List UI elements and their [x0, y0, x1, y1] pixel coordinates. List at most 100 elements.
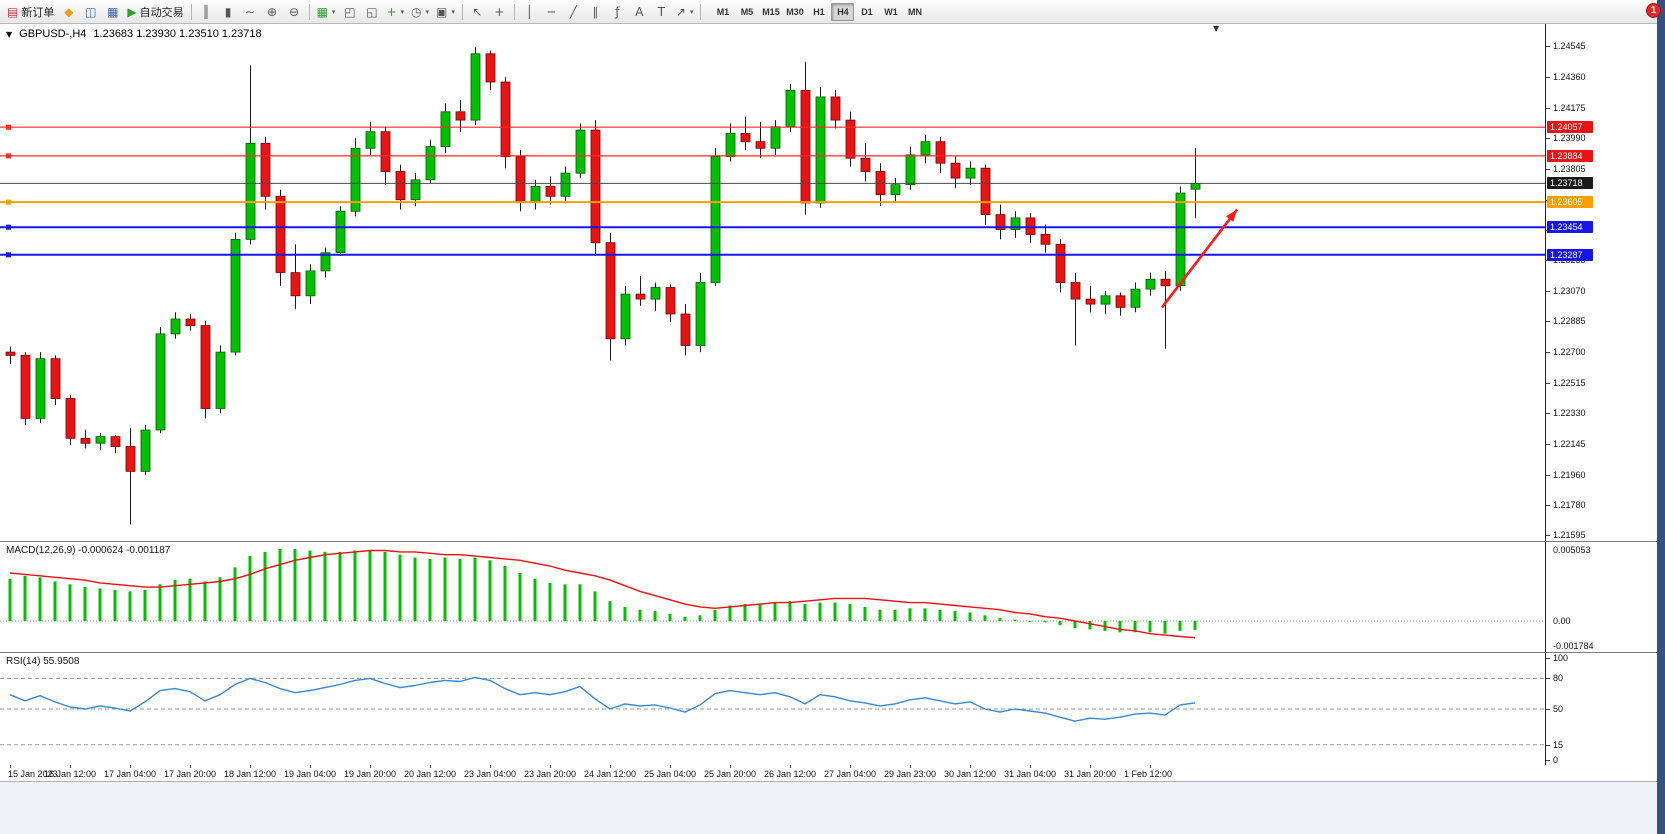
pane-separator[interactable]: [0, 541, 1657, 542]
right-scrollbar[interactable]: [1657, 0, 1665, 834]
x-axis-tick: [1030, 765, 1031, 768]
timeframe-m30-button[interactable]: M30: [786, 6, 804, 17]
x-axis-label: 23 Jan 20:00: [524, 769, 577, 779]
line-handle[interactable]: [6, 252, 11, 258]
pane-separator[interactable]: [0, 652, 1657, 653]
label-button[interactable]: T: [651, 2, 672, 22]
x-axis-label: 16 Jan 12:00: [44, 769, 97, 779]
bar-chart-type-button[interactable]: ║: [196, 2, 217, 22]
x-axis-label: 19 Jan 04:00: [284, 769, 337, 779]
y-axis-label: 1.21780: [1553, 500, 1586, 510]
price-chart-pane[interactable]: ▼ GBPUSD-,H4 1.23683 1.23930 1.23510 1.2…: [0, 24, 1545, 541]
toolbar-buttons: ▤ 新订单 ◆ ◫ ▦ ▶ 自动交易 ║ ▮ ∼ ⊕ ⊖ ▦ ▾ ◰ ◱ + ▾ ◷ ▾ ▣ ▾ ↖ + │ ─ ╱ ∥ ƒ A T ↗ ▾: [4, 2, 696, 22]
y-axis-tick: [1546, 108, 1550, 109]
y-axis-tick: [1546, 321, 1550, 322]
notification-badge[interactable]: 1: [1646, 3, 1661, 18]
price-line-label: 1.24057: [1547, 121, 1593, 133]
cascade-windows-button[interactable]: ◱: [361, 2, 382, 22]
time-axis[interactable]: 15 Jan 2023 16 Jan 12:00 17 Jan 04:00 17 Ja…: [0, 765, 1657, 781]
y-axis-label: 1.21960: [1553, 470, 1586, 480]
x-axis-label: 25 Jan 04:00: [644, 769, 697, 779]
timeframe-m5-button[interactable]: M5: [740, 6, 754, 17]
templates-button[interactable]: ▣ ▾: [433, 2, 458, 22]
vertical-line-button[interactable]: │: [519, 2, 540, 22]
text-button[interactable]: A: [629, 2, 650, 22]
y-axis-tick: [1546, 77, 1550, 78]
timeframe-d1-button[interactable]: D1: [861, 6, 873, 17]
x-axis-label: 17 Jan 04:00: [104, 769, 157, 779]
tile-windows-button[interactable]: ◰: [339, 2, 360, 22]
chart-shift-marker-icon[interactable]: ▼: [1213, 24, 1220, 33]
timeframe-h1-button[interactable]: H1: [813, 6, 825, 17]
y-axis-tick: [1546, 169, 1550, 170]
line-chart-type-button[interactable]: ∼: [240, 2, 261, 22]
timeframe-mn-button[interactable]: MN: [907, 6, 922, 17]
timeframe-w1-button[interactable]: W1: [884, 6, 898, 17]
auto-trading-icon: ▶: [127, 4, 137, 19]
candlestick-type-button[interactable]: ▮: [218, 2, 239, 22]
x-axis-tick: [10, 765, 11, 768]
indicators-icon: ▦: [316, 4, 328, 19]
macd-pane[interactable]: MACD(12,26,9) -0.000624 -0.001187: [0, 542, 1545, 652]
y-axis-tick: [1546, 505, 1550, 506]
main-toolbar: ▤ 新订单 ◆ ◫ ▦ ▶ 自动交易 ║ ▮ ∼ ⊕ ⊖ ▦ ▾ ◰ ◱ + ▾ ◷ ▾ ▣ ▾ ↖ + │ ─ ╱ ∥ ƒ A T ↗ ▾ M…: [0, 0, 1657, 24]
rsi-axis[interactable]: 100 80 50 15 0: [1546, 653, 1657, 765]
macd-axis[interactable]: 0.005053 0.00 -0.001784: [1546, 542, 1657, 652]
x-axis-label: 19 Jan 20:00: [344, 769, 397, 779]
timeframe-m1-button[interactable]: M1: [716, 6, 730, 17]
market-watch-button[interactable]: ◫: [80, 2, 101, 22]
toolbar-separator: [461, 3, 463, 20]
candlestick-chart[interactable]: [0, 24, 1545, 541]
macd-signal-line: [9, 549, 1196, 639]
auto-trading-button[interactable]: ▶ 自动交易: [124, 2, 186, 22]
new-order-button-label: 新订单: [21, 6, 55, 19]
rsi-chart: [0, 676, 1545, 746]
new-order-button[interactable]: ▤ 新订单: [4, 2, 57, 22]
fibonacci-button[interactable]: ƒ: [607, 2, 628, 22]
x-axis-tick: [850, 765, 851, 768]
y-axis-tick: [1546, 475, 1550, 476]
x-axis-tick: [730, 765, 731, 768]
indicators-button[interactable]: ▦ ▾: [314, 2, 339, 22]
toolbar-separator: [700, 3, 702, 20]
line-chart-type-icon: ∼: [245, 4, 256, 19]
periods-button[interactable]: ◷ ▾: [408, 2, 432, 22]
rsi-axis-tick: [1546, 745, 1550, 746]
horizontal-line-button[interactable]: ─: [541, 2, 562, 22]
price-axis[interactable]: 1.24545 1.24360 1.24175 1.23990 1.23805 1.236…: [1546, 24, 1657, 541]
trendline-button[interactable]: ╱: [563, 2, 584, 22]
timeframe-m15-button[interactable]: M15: [762, 6, 780, 17]
rsi-pane[interactable]: RSI(14) 55.9508: [0, 653, 1545, 765]
y-axis-label: 1.21595: [1553, 530, 1586, 540]
x-axis-tick: [1150, 765, 1151, 768]
x-axis-label: 29 Jan 23:00: [884, 769, 937, 779]
rsi-axis-tick: [1546, 678, 1550, 679]
zoom-in-button[interactable]: ⊕: [262, 2, 283, 22]
channel-button[interactable]: ∥: [585, 2, 606, 22]
zoom-in-icon: ⊕: [267, 4, 278, 19]
channel-icon: ∥: [592, 4, 599, 19]
chart-dropdown-icon[interactable]: ▼: [6, 29, 13, 39]
line-handle[interactable]: [6, 224, 11, 230]
chart-window[interactable]: ▼ GBPUSD-,H4 1.23683 1.23930 1.23510 1.2…: [0, 24, 1657, 781]
candlestick-type-icon: ▮: [224, 4, 232, 19]
label-icon: T: [657, 4, 666, 19]
line-handle[interactable]: [6, 124, 11, 130]
cursor-button[interactable]: ↖: [467, 2, 488, 22]
arrow-head-icon: [1226, 209, 1237, 222]
data-window-button[interactable]: ▦: [102, 2, 123, 22]
line-handle[interactable]: [6, 199, 11, 205]
x-axis-label: 31 Jan 04:00: [1004, 769, 1057, 779]
add-object-button[interactable]: + ▾: [383, 2, 407, 22]
timeframe-h4-button[interactable]: H4: [831, 2, 855, 21]
trend-arrow[interactable]: [1160, 208, 1239, 309]
arrows-button[interactable]: ↗ ▾: [673, 2, 697, 22]
hlines-layer[interactable]: [0, 124, 1545, 258]
favorites-button[interactable]: ◆: [58, 2, 79, 22]
bar-chart-type-icon: ║: [202, 4, 210, 19]
rsi-axis-tick: [1546, 658, 1550, 659]
zoom-out-button[interactable]: ⊖: [284, 2, 305, 22]
crosshair-button[interactable]: +: [489, 2, 510, 22]
macd-axis-label: 0.00: [1553, 616, 1571, 626]
line-handle[interactable]: [6, 153, 11, 159]
